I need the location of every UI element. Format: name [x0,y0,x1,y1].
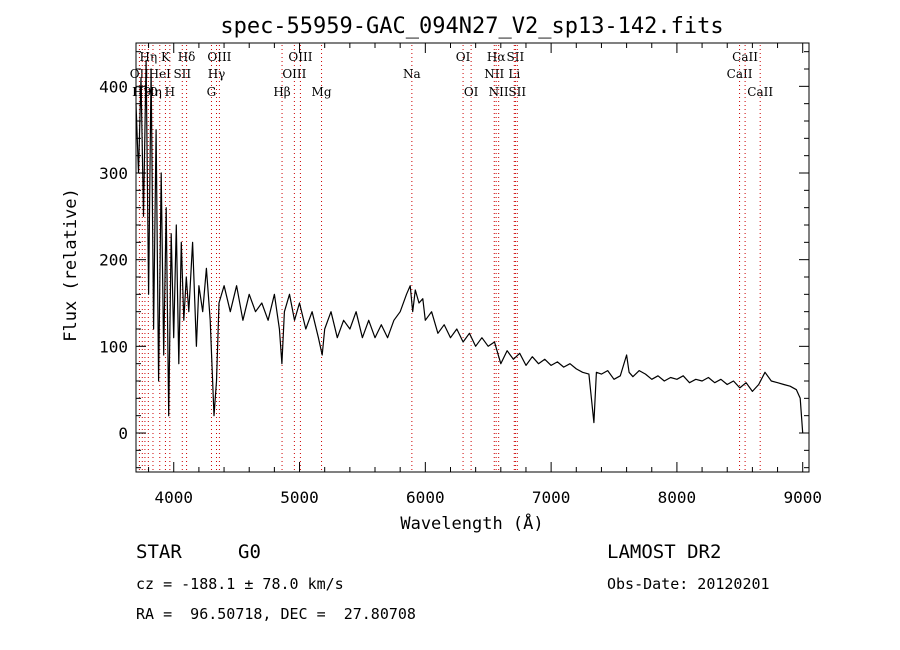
marker-label-12: OIII [207,50,231,64]
marker-label-23: Li [508,67,520,81]
marker-label-13: Hβ [273,85,290,99]
plot-frame [135,42,810,473]
marker-label-27: CaII [732,50,758,64]
y-tick-label-100: 100 [99,337,128,356]
marker-label-20: NII [484,67,504,81]
marker-label-10: G [207,85,217,99]
x-axis-label: Wavelength (Å) [400,512,543,534]
marker-label-8: SII [173,67,191,81]
flux-series [135,59,804,434]
series-line-0 [135,59,804,434]
marker-label-4: Hη [144,85,162,99]
spectral-line-markers: OIIH9H10HηHηHeIKHSIIHδGHγOIIIHβOIIIOIIIM… [130,45,773,470]
marker-label-22: NII [489,85,509,99]
y-tick-label-0: 0 [118,424,128,443]
coordinates: RA = 96.50718, DEC = 27.80708 [136,605,416,623]
x-tick-label-5000: 5000 [280,488,319,507]
y-tick-label-300: 300 [99,164,128,183]
marker-label-17: Na [403,67,421,81]
marker-label-9: Hδ [178,50,196,64]
marker-label-15: OIII [288,50,312,64]
marker-label-5: HeI [149,67,172,81]
marker-label-24: SII [507,50,525,64]
marker-label-19: OI [464,85,479,99]
marker-label-16: Mg [312,85,332,99]
marker-label-14: OIII [282,67,306,81]
marker-label-28: CaII [747,85,773,99]
y-tick-label-400: 400 [99,77,128,96]
x-tick-label-4000: 4000 [154,488,193,507]
marker-label-18: OI [456,50,471,64]
redshift-velocity: cz = -188.1 ± 78.0 km/s [136,575,344,593]
marker-label-25: SII [508,85,526,99]
x-tick-label-8000: 8000 [658,488,697,507]
marker-label-3: Hη [139,50,157,64]
x-tick-label-6000: 6000 [406,488,445,507]
marker-label-11: Hγ [208,67,226,81]
marker-label-0: OII [130,67,150,81]
x-axis: 4000 5000 6000 7000 8000 9000 [148,43,822,507]
observation-date: Obs-Date: 20120201 [607,575,770,593]
chart-title: spec-55959-GAC_094N27_V2_sp13-142.fits [220,14,723,39]
object-subclass: G0 [238,541,261,563]
marker-label-7: H [165,85,175,99]
marker-label-6: K [161,50,171,64]
object-class: STAR [136,541,182,563]
survey-name: LAMOST DR2 [607,541,722,563]
x-tick-label-7000: 7000 [532,488,571,507]
y-tick-label-200: 200 [99,251,128,270]
marker-label-26: CaII [727,67,753,81]
y-axis-label: Flux (relative) [61,188,81,342]
y-axis: 0 100 200 300 400 [99,51,809,469]
marker-label-21: Hα [487,50,506,64]
x-tick-label-9000: 9000 [783,488,822,507]
